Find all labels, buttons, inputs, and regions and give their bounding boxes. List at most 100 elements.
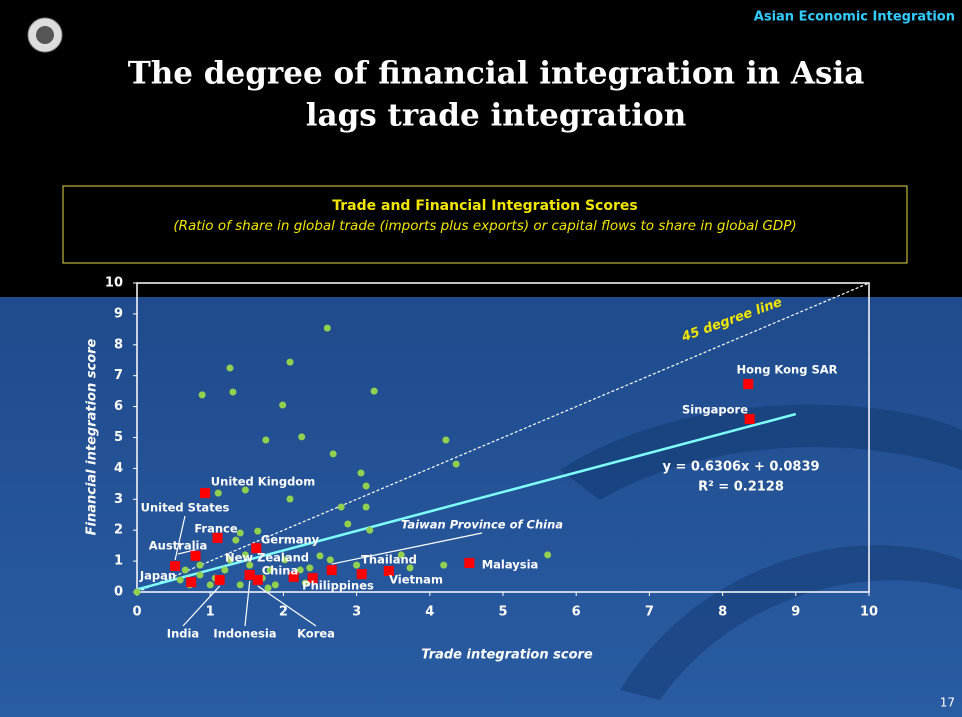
x-tick-label: 10	[860, 605, 878, 620]
y-axis-label: Financial integration score	[85, 338, 100, 535]
x-tick-label: 5	[498, 605, 507, 620]
point-label: Hong Kong SAR	[736, 363, 837, 377]
y-tick-label: 5	[114, 430, 123, 445]
point-label: Singapore	[682, 403, 748, 417]
caption-box	[62, 185, 908, 264]
point	[271, 581, 279, 589]
x-tick-label: 4	[425, 605, 434, 620]
point	[236, 529, 244, 537]
point	[281, 556, 289, 564]
point	[743, 379, 754, 390]
y-tick-label: 8	[114, 337, 123, 352]
y-tick-label: 0	[114, 585, 123, 600]
point	[254, 527, 262, 535]
point	[170, 561, 181, 572]
point-label: France	[194, 522, 238, 536]
point	[442, 436, 450, 444]
label-arrow	[174, 515, 186, 561]
point-label: Thailand	[361, 553, 417, 567]
y-tick-label: 9	[114, 306, 123, 321]
point	[296, 566, 304, 574]
point	[298, 433, 306, 441]
point-label: New Zealand	[225, 551, 309, 565]
point	[196, 561, 204, 569]
point	[362, 482, 370, 490]
point-label: Korea	[297, 627, 335, 641]
point	[344, 520, 352, 528]
point	[744, 413, 755, 424]
point-label: United States	[141, 501, 230, 515]
point	[226, 364, 234, 372]
y-tick-label: 1	[114, 554, 123, 569]
title: The degree of financial integration in A…	[128, 56, 865, 92]
point	[196, 571, 204, 579]
point-label: Malaysia	[482, 558, 539, 572]
point	[337, 503, 345, 511]
point	[236, 581, 244, 589]
point	[266, 566, 274, 574]
point	[366, 526, 374, 534]
point	[214, 489, 222, 497]
point	[440, 561, 448, 569]
chart-subtitle: (Ratio of share in global trade (imports…	[173, 218, 796, 234]
point	[279, 401, 287, 409]
point	[370, 387, 378, 395]
x-tick-label: 0	[132, 605, 141, 620]
point-label: United Kingdom	[211, 475, 315, 489]
chart-title: Trade and Financial Integration Scores	[332, 198, 637, 214]
point-label: India	[167, 627, 199, 641]
point	[226, 556, 234, 564]
point	[362, 503, 370, 511]
point	[251, 543, 262, 554]
point-label: Philippines	[302, 579, 374, 593]
swirl	[620, 545, 962, 700]
x-tick-label: 9	[791, 605, 800, 620]
point	[306, 564, 314, 572]
swirl	[560, 404, 962, 500]
point-label: Taiwan Province of China	[401, 518, 563, 532]
point	[262, 436, 270, 444]
y-tick-label: 10	[105, 276, 123, 291]
title: lags trade integration	[306, 98, 686, 134]
point	[186, 577, 197, 588]
y-tick-label: 4	[114, 461, 123, 476]
point	[286, 495, 294, 503]
point	[452, 460, 460, 468]
point-label: Australia	[149, 539, 208, 553]
point	[244, 570, 255, 581]
point	[241, 486, 249, 494]
point	[214, 574, 225, 585]
point	[200, 488, 211, 499]
point	[383, 565, 394, 576]
point	[288, 571, 299, 582]
x-tick-label: 7	[645, 605, 654, 620]
y-tick-label: 2	[114, 523, 123, 538]
logo-inner	[36, 26, 54, 44]
point	[229, 388, 237, 396]
point	[198, 391, 206, 399]
label-arrow	[257, 585, 317, 627]
point	[252, 574, 263, 585]
point-label: Indonesia	[213, 627, 276, 641]
page-number: 17	[940, 696, 955, 710]
point-label: China	[262, 564, 299, 578]
reference-line	[136, 282, 870, 593]
label-arrow	[331, 532, 483, 565]
point	[241, 551, 249, 559]
point-label: Germany	[261, 533, 320, 547]
point	[264, 584, 272, 592]
point	[286, 358, 294, 366]
y-tick-label: 6	[114, 399, 123, 414]
point	[307, 573, 318, 584]
point	[190, 550, 201, 561]
x-tick-label: 8	[718, 605, 727, 620]
point	[323, 324, 331, 332]
point	[212, 532, 223, 543]
point	[133, 588, 141, 596]
point	[544, 551, 552, 559]
y-tick-label: 7	[114, 368, 123, 383]
x-tick-label: 3	[352, 605, 361, 620]
point	[206, 581, 214, 589]
label-arrow	[177, 549, 196, 555]
